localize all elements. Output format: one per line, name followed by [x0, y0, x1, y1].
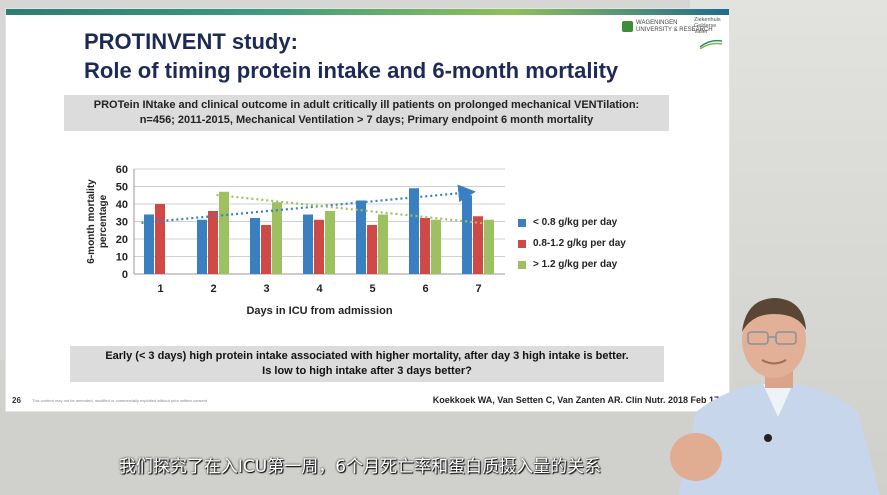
hospital-logo-icon: [700, 39, 722, 49]
bar-high-day4: [325, 211, 335, 274]
y-tick-label: 0: [122, 269, 128, 281]
legend-item-mid: 0.8-1.2 g/kg per day: [518, 233, 626, 254]
page-number: 26: [12, 396, 21, 405]
bar-low-day7: [462, 195, 472, 274]
y-tick-label: 40: [116, 199, 128, 211]
legend-swatch-low: [518, 218, 526, 227]
study-info-box: PROTein INtake and clinical outcome in a…: [64, 95, 669, 131]
legend-swatch-mid: [518, 239, 526, 248]
x-tick-label: 1: [157, 283, 163, 295]
slide-title-line1: PROTINVENT study:: [84, 29, 298, 54]
x-tick-label: 5: [369, 283, 375, 295]
conclusion-line1: Early (< 3 days) high protein intake ass…: [105, 350, 629, 362]
bar-high-day2: [219, 191, 229, 274]
x-tick-label: 7: [475, 283, 481, 295]
wageningen-logo: WAGENINGEN UNIVERSITY & RESEARCH: [622, 19, 713, 37]
bar-high-day7: [484, 219, 494, 274]
bar-mid-day3: [261, 225, 271, 274]
x-tick-label: 2: [210, 283, 216, 295]
y-tick-label: 60: [116, 164, 128, 176]
presentation-slide: PROTINVENT study: Role of timing protein…: [5, 8, 730, 412]
bar-mid-day6: [420, 218, 430, 274]
citation-text: Koekkoek WA, Van Setten C, Van Zanten AR…: [432, 395, 719, 405]
presenter-video: [670, 298, 880, 495]
conclusion-line2: Is low to high intake after 3 days bette…: [262, 365, 472, 377]
x-tick-label: 6: [422, 283, 428, 295]
study-info-line2: n=456; 2011-2015, Mechanical Ventilation…: [139, 114, 594, 126]
legend-item-high: > 1.2 g/kg per day: [518, 254, 626, 275]
study-info-line1: PROTein INtake and clinical outcome in a…: [93, 99, 640, 111]
bar-low-day1: [144, 214, 154, 274]
bar-mid-day7: [473, 216, 483, 274]
y-tick-label: 10: [116, 252, 128, 264]
bar-mid-day4: [314, 219, 324, 274]
conclusion-box: Early (< 3 days) high protein intake ass…: [70, 346, 664, 382]
bar-mid-day2: [208, 211, 218, 274]
slide-top-bar: [6, 9, 729, 15]
x-tick-label: 4: [316, 283, 323, 295]
x-axis-title: Days in ICU from admission: [246, 305, 392, 317]
disclaimer-text: This content may not be amended, modifie…: [32, 398, 207, 403]
hospital-logo: Ziekenhuis Gelderse Vallei: [694, 17, 728, 51]
legend-item-low: < 0.8 g/kg per day: [518, 212, 626, 233]
bar-low-day6: [409, 188, 419, 274]
y-tick-label: 20: [116, 234, 128, 246]
chart-legend: < 0.8 g/kg per day 0.8-1.2 g/kg per day …: [518, 212, 626, 275]
video-subtitle: 我们探究了在入ICU第一周，6个月死亡率和蛋白质摄入量的关系: [118, 457, 602, 477]
bar-high-day6: [431, 219, 441, 274]
bar-high-day5: [378, 214, 388, 274]
slide-title-line2: Role of timing protein intake and 6-mont…: [84, 58, 619, 83]
bar-low-day4: [303, 214, 313, 274]
trendline-high: [216, 193, 494, 226]
bar-mid-day5: [367, 225, 377, 274]
y-tick-label: 50: [116, 182, 128, 194]
trendline-low: [141, 184, 476, 224]
y-axis-title-line1: 6-month mortality: [86, 179, 97, 264]
wageningen-logo-icon: [622, 21, 633, 32]
legend-swatch-high: [518, 260, 526, 269]
bar-high-day3: [272, 202, 282, 274]
bar-mid-day1: [155, 204, 165, 274]
mortality-bar-chart: 0 10 20 30 40 50 60 1 2 3 4 5 6 7 Days in ICU from adm…: [86, 164, 505, 317]
slide-title: PROTINVENT study: Role of timing protein…: [84, 27, 618, 85]
bar-low-day2: [197, 219, 207, 274]
y-tick-label: 30: [116, 217, 128, 229]
bar-low-day5: [356, 200, 366, 274]
bar-low-day3: [250, 218, 260, 274]
x-tick-label: 3: [263, 283, 269, 295]
y-axis-title-line2: percentage: [98, 194, 109, 248]
